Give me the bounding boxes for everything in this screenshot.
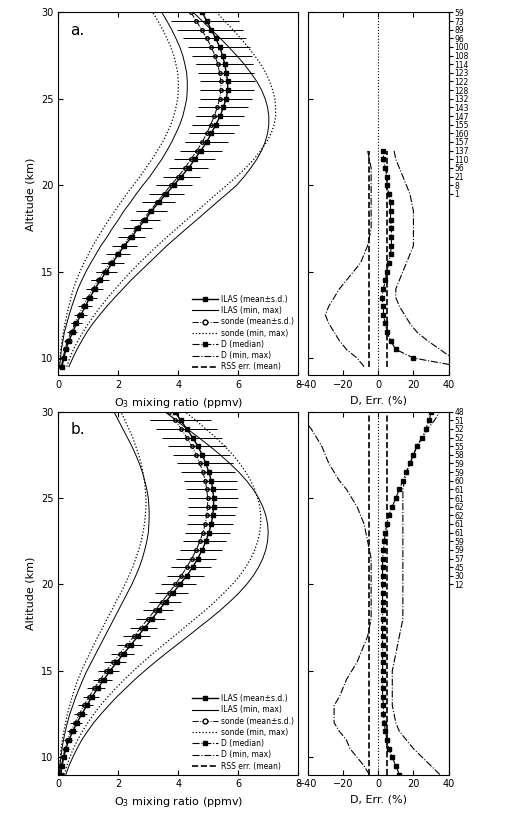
X-axis label: O$_3$ mixing ratio (ppmv): O$_3$ mixing ratio (ppmv): [114, 396, 243, 410]
Legend: ILAS (mean±s.d.), ILAS (min, max), sonde (mean±s.d.), sonde (min, max), D (media: ILAS (mean±s.d.), ILAS (min, max), sonde…: [192, 694, 294, 770]
X-axis label: D, Err. (%): D, Err. (%): [350, 795, 407, 805]
Y-axis label: Altitude (km): Altitude (km): [25, 157, 36, 231]
X-axis label: O$_3$ mixing ratio (ppmv): O$_3$ mixing ratio (ppmv): [114, 795, 243, 809]
Legend: ILAS (mean±s.d.), ILAS (min, max), sonde (mean±s.d.), sonde (min, max), D (media: ILAS (mean±s.d.), ILAS (min, max), sonde…: [192, 295, 294, 372]
Y-axis label: Altitude (km): Altitude (km): [25, 556, 36, 630]
X-axis label: D, Err. (%): D, Err. (%): [350, 396, 407, 405]
Text: b.: b.: [71, 423, 85, 438]
Text: a.: a.: [71, 23, 84, 38]
